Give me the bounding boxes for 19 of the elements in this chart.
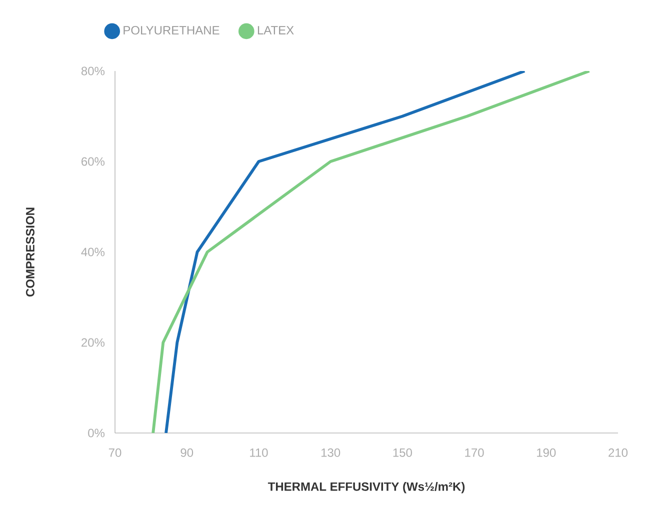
y-tick-label: 60%: [82, 157, 105, 166]
x-tick-label: 130: [321, 448, 340, 457]
line-series: [152, 71, 591, 433]
y-tick-label: 80%: [81, 66, 105, 76]
legend-label: LATEX: [258, 26, 294, 34]
line-series: [164, 71, 526, 433]
y-tick-label: 20%: [82, 338, 105, 347]
y-tick-label: 40%: [81, 248, 105, 256]
x-axis-title: THERMAL EFFUSIVITY (Ws½/m²K): [268, 482, 465, 494]
x-tick-label: 170: [465, 448, 484, 457]
x-tick-label: 110: [250, 448, 268, 457]
y-axis-title: COMPRESSION: [26, 208, 34, 297]
y-tick-label: 0%: [88, 428, 105, 438]
x-tick-label: 210: [608, 448, 628, 457]
x-tick-label: 150: [393, 448, 412, 457]
x-tick-label: 90: [180, 448, 194, 457]
legend-label: POLYURETHANE: [124, 26, 220, 35]
x-tick-label: 190: [537, 448, 556, 457]
x-tick-label: 70: [108, 448, 122, 457]
